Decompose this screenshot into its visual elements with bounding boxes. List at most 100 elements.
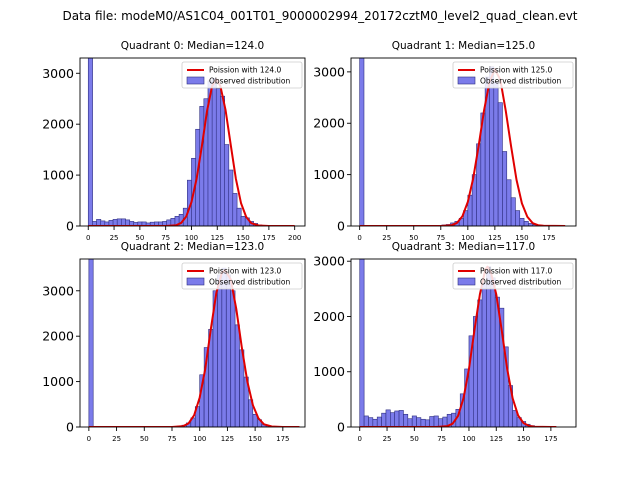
y-tick-label: 1000 (42, 168, 74, 183)
y-tick-label: 2000 (313, 309, 345, 324)
histogram-bar (515, 210, 521, 226)
histogram-bar (424, 419, 430, 427)
y-tick-label: 2000 (313, 116, 345, 131)
histogram-bar (228, 169, 234, 226)
x-tick-label: 150 (515, 234, 528, 242)
x-tick-label: 50 (140, 435, 149, 443)
histogram-bar (390, 412, 395, 427)
x-tick-label: 125 (211, 234, 224, 242)
histogram-bar (211, 78, 217, 226)
histogram-bar (199, 106, 205, 226)
y-tick-label: 0 (66, 219, 74, 234)
x-tick-label: 175 (276, 435, 289, 443)
y-tick-label: 0 (337, 420, 345, 435)
histogram-bar (368, 417, 374, 427)
histogram-bar (433, 415, 439, 427)
x-tick-label: 125 (221, 435, 234, 443)
histogram-bar (411, 415, 417, 427)
y-tick-label: 3000 (313, 64, 345, 79)
histogram-bar (490, 277, 496, 427)
x-tick-label: 75 (168, 435, 177, 443)
panel-quadrant-3: Quadrant 3: Median=117.0 0 1000 2000 3000 0 25… (313, 241, 577, 443)
histogram-bar (523, 221, 529, 226)
histogram-bar (230, 290, 236, 427)
y-tick-label: 1000 (313, 167, 345, 182)
histogram-bar (221, 267, 227, 427)
x-tick-label: 150 (517, 435, 530, 443)
y-tick-label: 2000 (42, 117, 74, 132)
histogram-bar (477, 299, 483, 427)
x-tick-label: 75 (436, 234, 445, 242)
x-tick-label: 0 (87, 435, 91, 443)
legend-curve-label: Poission with 124.0 (209, 66, 282, 75)
x-tick-label: 175 (544, 435, 557, 443)
histogram-bar (217, 274, 223, 427)
x-tick-label: 100 (462, 435, 475, 443)
x-tick-label: 200 (288, 234, 301, 242)
histogram-bar (215, 88, 221, 226)
legend-bars-swatch (186, 76, 205, 85)
panel-quadrant-2: Quadrant 2: Median=123.0 0 1000 2000 3000 0 25… (42, 241, 306, 443)
legend-bars-label: Observed distribution (480, 77, 561, 86)
legend-box (181, 262, 303, 290)
histogram-bar (120, 218, 126, 226)
histogram-bar (407, 418, 413, 427)
legend-curve-label: Poission with 123.0 (209, 267, 282, 276)
histogram-bar (519, 217, 525, 226)
histogram-bar (236, 207, 242, 226)
histogram-bar (403, 413, 409, 427)
legend-box (181, 61, 303, 89)
histogram-bar (486, 266, 492, 427)
y-tick-label: 2000 (42, 329, 74, 344)
x-tick-label: 25 (112, 435, 121, 443)
legend: Poission with 124.0 Observed distribution (181, 61, 303, 89)
histogram-bar (359, 58, 365, 226)
x-tick-label: 50 (410, 435, 419, 443)
histogram-bar (489, 66, 495, 226)
y-tick-label: 3000 (42, 66, 74, 81)
histogram-bar (497, 102, 503, 226)
histogram-bar (87, 58, 93, 226)
axes-frame (350, 57, 577, 227)
histogram-bar (226, 274, 231, 427)
histogram-bar (232, 193, 238, 226)
legend: Poission with 125.0 Observed distribution (452, 61, 574, 89)
histogram-bar (416, 417, 422, 427)
panel-title: Quadrant 0: Median=124.0 (121, 40, 264, 52)
x-tick-label: 175 (542, 234, 555, 242)
histogram-bar (372, 418, 378, 427)
histogram-bar (481, 283, 487, 427)
axes-frame (79, 57, 306, 227)
x-tick-label: 125 (490, 435, 503, 443)
histogram-bar (394, 410, 400, 427)
panel-quadrant-1: Quadrant 1: Median=125.0 0 1000 2000 3000 0 25… (313, 40, 577, 242)
x-tick-label: 100 (193, 435, 206, 443)
x-tick-label: 50 (409, 234, 418, 242)
x-tick-label: 150 (248, 435, 261, 443)
y-tick-label: 3000 (42, 283, 74, 298)
legend-curve-label: Poission with 125.0 (480, 66, 553, 75)
x-tick-label: 100 (185, 234, 198, 242)
x-tick-label: 100 (461, 234, 474, 242)
legend-box (452, 262, 574, 290)
legend-bars-swatch (186, 277, 205, 286)
legend-bars-swatch (457, 277, 476, 286)
x-tick-label: 0 (86, 234, 90, 242)
panel-quadrant-0: Quadrant 0: Median=124.0 0 1000 2000 3000 0 25… (42, 40, 306, 242)
plot-area (359, 259, 557, 427)
histogram-bar (116, 218, 122, 226)
histogram-bar (502, 151, 508, 226)
legend-bars-label: Observed distribution (209, 278, 290, 287)
panel-title: Quadrant 2: Median=123.0 (121, 241, 264, 253)
panel-title: Quadrant 3: Median=117.0 (392, 241, 535, 253)
y-tick-label: 1000 (42, 374, 74, 389)
histogram-bar (429, 416, 435, 427)
y-tick-label: 0 (337, 219, 345, 234)
histogram-bar (240, 216, 246, 226)
histogram-bar (385, 409, 391, 427)
histogram-bar (493, 81, 499, 226)
x-tick-label: 25 (382, 234, 391, 242)
x-tick-label: 25 (110, 234, 119, 242)
plot-area (87, 58, 295, 226)
